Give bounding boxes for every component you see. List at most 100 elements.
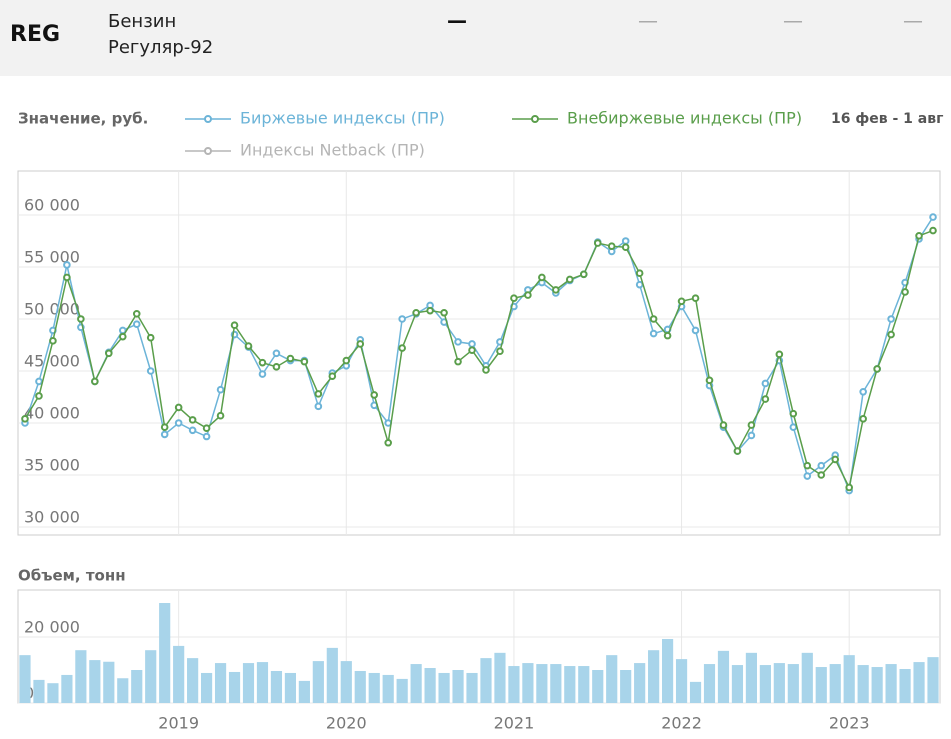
legend-label[interactable]: Биржевые индексы (ПР) — [240, 109, 445, 128]
point — [146, 367, 155, 375]
bar[interactable] — [815, 667, 827, 703]
bar[interactable] — [913, 662, 925, 703]
bar[interactable] — [159, 603, 171, 703]
bar[interactable] — [396, 678, 408, 703]
bar[interactable] — [326, 647, 338, 703]
dash[interactable]: — — [783, 9, 803, 33]
series-line — [24, 216, 934, 494]
bar[interactable] — [843, 655, 855, 703]
bar[interactable] — [145, 650, 157, 703]
bar[interactable] — [717, 650, 730, 703]
bar[interactable] — [703, 664, 716, 703]
bar[interactable] — [312, 661, 324, 703]
bar[interactable] — [270, 670, 283, 703]
bar[interactable] — [131, 669, 143, 703]
bar[interactable] — [634, 663, 646, 703]
bar[interactable] — [61, 674, 73, 703]
bar[interactable] — [382, 674, 394, 703]
point — [566, 275, 574, 284]
bar[interactable] — [871, 667, 883, 703]
bar[interactable] — [648, 650, 660, 703]
code: REG — [10, 22, 60, 47]
bar[interactable] — [857, 665, 869, 703]
point — [524, 291, 532, 299]
legend-marker[interactable] — [531, 115, 539, 123]
bar[interactable] — [927, 657, 939, 703]
bar[interactable] — [117, 678, 129, 703]
bar[interactable] — [452, 669, 464, 703]
y-label: Значение, руб. — [18, 110, 148, 128]
bar[interactable] — [368, 672, 380, 703]
bar[interactable] — [885, 664, 897, 703]
legend-marker[interactable] — [204, 147, 212, 155]
bar[interactable] — [689, 681, 702, 703]
bar[interactable] — [228, 671, 241, 703]
bar[interactable] — [536, 664, 548, 703]
bar[interactable] — [494, 652, 506, 703]
bar[interactable] — [466, 672, 478, 703]
bar[interactable] — [33, 679, 45, 703]
date-range[interactable]: 16 фев - 1 авг — [831, 111, 943, 127]
point — [258, 358, 267, 367]
dash[interactable]: — — [447, 9, 467, 33]
bar[interactable] — [340, 661, 352, 703]
point — [370, 391, 379, 399]
bar[interactable] — [173, 645, 185, 703]
bar[interactable] — [829, 664, 841, 703]
point — [35, 377, 43, 386]
bar[interactable] — [522, 663, 534, 703]
point — [929, 226, 937, 235]
dash[interactable]: — — [638, 9, 658, 33]
point — [188, 426, 197, 435]
legend-label[interactable]: Внебиржевые индексы (ПР) — [567, 109, 802, 128]
bar[interactable] — [801, 652, 813, 703]
point — [817, 461, 826, 470]
bar[interactable] — [354, 670, 366, 703]
bar[interactable] — [47, 683, 59, 703]
bar[interactable] — [424, 668, 436, 703]
bar[interactable] — [662, 638, 674, 703]
bar[interactable] — [89, 660, 101, 703]
bar[interactable] — [187, 658, 199, 703]
legend-marker[interactable] — [204, 115, 212, 123]
bar[interactable] — [773, 663, 785, 703]
x-tick-label: 2020 — [326, 714, 367, 733]
point — [607, 242, 616, 250]
bar[interactable] — [620, 669, 632, 703]
point — [286, 354, 295, 363]
bar[interactable] — [103, 661, 115, 703]
bar[interactable] — [550, 664, 562, 703]
bar[interactable] — [256, 662, 269, 703]
point — [244, 342, 253, 350]
bar[interactable] — [284, 672, 296, 703]
bar[interactable] — [606, 655, 618, 703]
bar[interactable] — [242, 663, 255, 703]
bar[interactable] — [75, 650, 87, 703]
bar[interactable] — [410, 664, 422, 703]
point — [552, 286, 560, 294]
point — [300, 357, 309, 366]
legend-label[interactable]: Индексы Netback (ПР) — [240, 141, 425, 160]
point — [691, 326, 700, 335]
bar[interactable] — [578, 666, 590, 703]
bar[interactable] — [592, 669, 604, 703]
bar[interactable] — [564, 666, 576, 703]
point — [621, 243, 630, 252]
dash[interactable]: — — [903, 9, 923, 33]
point — [216, 385, 225, 394]
bar[interactable] — [298, 680, 310, 703]
point — [160, 423, 169, 431]
bar[interactable] — [19, 655, 31, 703]
bar[interactable] — [214, 663, 227, 703]
bar[interactable] — [787, 664, 799, 703]
bar[interactable] — [745, 652, 757, 703]
bar[interactable] — [731, 665, 744, 703]
bar[interactable] — [480, 658, 492, 703]
bar[interactable] — [759, 665, 771, 703]
bar[interactable] — [438, 672, 450, 703]
bar[interactable] — [675, 659, 688, 703]
bar[interactable] — [899, 669, 911, 703]
point — [789, 409, 798, 418]
bar[interactable] — [508, 666, 520, 703]
bar[interactable] — [201, 672, 213, 703]
